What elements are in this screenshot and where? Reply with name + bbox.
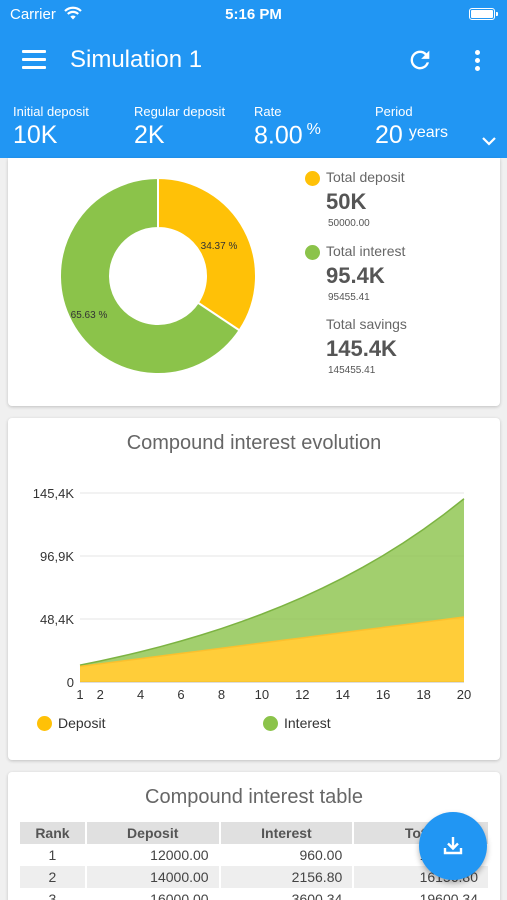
interest-legend-dot xyxy=(305,245,320,260)
total-interest-exact: 95455.41 xyxy=(328,292,370,303)
x-tick-label: 16 xyxy=(376,687,390,702)
toolbar: Simulation 1 xyxy=(0,38,507,82)
carrier-label: Carrier xyxy=(10,6,56,23)
param-value: 10K xyxy=(13,121,58,149)
x-tick-label: 20 xyxy=(457,687,471,702)
wifi-icon xyxy=(64,6,82,20)
param-regular-deposit[interactable]: Regular deposit 2K xyxy=(134,104,225,150)
more-options-icon[interactable] xyxy=(465,46,489,74)
deposit-legend-label: Deposit xyxy=(58,715,106,731)
table-row: 3 16000.00 3600.34 19600.34 xyxy=(20,888,490,900)
page-title: Simulation 1 xyxy=(70,46,203,73)
clock: 5:16 PM xyxy=(225,6,282,23)
param-label: Initial deposit xyxy=(13,104,89,119)
table-title: Compound interest table xyxy=(145,786,363,808)
param-label: Rate xyxy=(254,104,282,119)
table-cell: 14000.00 xyxy=(85,866,221,888)
x-tick-label: 6 xyxy=(177,687,184,702)
refresh-icon[interactable] xyxy=(406,46,434,74)
param-label: Period xyxy=(375,104,413,119)
deposit-percent-label: 34.37 % xyxy=(201,241,238,252)
interest-percent-label: 65.63 % xyxy=(71,310,108,321)
table-cell: 3 xyxy=(20,888,87,900)
area-chart: 0 48,4K 96,9K 145,4K 1 2 4 6 8 10 12 14 16 18 20 xyxy=(33,486,471,702)
interest-legend-dot xyxy=(263,716,278,731)
total-deposit-value: 50K xyxy=(326,189,367,214)
table-cell: 2 xyxy=(20,866,87,888)
param-value: 20 xyxy=(375,121,403,149)
total-savings-value: 145.4K xyxy=(326,336,397,361)
table-row: 2 14000.00 2156.80 16156.80 xyxy=(20,866,490,888)
compound-interest-table: Rank Deposit Interest Total 1 12000.00 9… xyxy=(20,822,490,900)
y-tick-label: 48,4K xyxy=(40,612,74,627)
deposit-line xyxy=(79,616,465,668)
deposit-legend-dot xyxy=(305,171,320,186)
param-unit: years xyxy=(408,124,448,141)
total-savings-label: Total savings xyxy=(326,316,407,332)
table-cell: 2156.80 xyxy=(219,866,355,888)
parameters-bar: Initial deposit 10K Regular deposit 2K R… xyxy=(0,104,507,154)
param-unit: % xyxy=(306,121,321,138)
x-tick-label: 14 xyxy=(336,687,350,702)
table-cell: 960.00 xyxy=(219,844,355,866)
total-deposit-exact: 50000.00 xyxy=(328,218,370,229)
interest-line xyxy=(79,498,465,666)
total-interest-label: Total interest xyxy=(326,243,406,259)
deposit-area xyxy=(80,617,464,682)
table-cell: 12000.00 xyxy=(85,844,221,866)
x-tick-label: 4 xyxy=(137,687,144,702)
total-deposit-label: Total deposit xyxy=(326,169,405,185)
x-tick-label: 12 xyxy=(295,687,309,702)
status-bar: Carrier 5:16 PM xyxy=(0,0,507,30)
download-button[interactable] xyxy=(419,812,487,880)
param-value: 8.00 xyxy=(254,121,303,150)
param-initial-deposit[interactable]: Initial deposit 10K xyxy=(13,104,89,150)
x-tick-label: 1 xyxy=(76,687,83,702)
total-savings-exact: 145455.41 xyxy=(328,365,376,376)
y-tick-label: 96,9K xyxy=(40,549,74,564)
donut-chart: 34.37 % 65.63 % xyxy=(59,176,257,375)
y-tick-label: 145,4K xyxy=(33,486,75,501)
donut-slice-interest xyxy=(59,176,241,375)
app-bar: Carrier 5:16 PM Simulation 1 Initial dep… xyxy=(0,0,507,158)
interest-legend-label: Interest xyxy=(284,715,331,731)
chart-title: Compound interest evolution xyxy=(126,432,382,454)
x-tick-label: 2 xyxy=(97,687,104,702)
chevron-down-icon[interactable] xyxy=(481,135,497,147)
param-period[interactable]: Period 20 years xyxy=(375,104,448,150)
menu-icon[interactable] xyxy=(22,50,48,70)
x-tick-label: 18 xyxy=(416,687,430,702)
table-card: Compound interest table Rank Deposit Int… xyxy=(8,772,500,900)
table-cell: 1 xyxy=(20,844,87,866)
download-icon xyxy=(443,837,463,855)
table-cell: 16000.00 xyxy=(85,888,221,900)
table-cell: 3600.34 xyxy=(219,888,355,900)
column-header: Deposit xyxy=(85,822,221,844)
deposit-legend-dot xyxy=(37,716,52,731)
evolution-card: Compound interest evolution 0 48,4K 96,9K 1… xyxy=(8,418,500,760)
param-rate[interactable]: Rate 8.00% xyxy=(254,104,321,150)
column-header: Rank xyxy=(20,822,87,844)
summary-card: 34.37 % 65.63 % Total deposit 50K 50000.… xyxy=(8,158,500,406)
battery-icon xyxy=(469,8,498,20)
param-label: Regular deposit xyxy=(134,104,226,119)
interest-area xyxy=(80,498,464,667)
column-header: Interest xyxy=(219,822,355,844)
param-value: 2K xyxy=(134,121,165,149)
x-tick-label: 8 xyxy=(218,687,225,702)
total-interest-value: 95.4K xyxy=(326,263,385,288)
table-cell: 19600.34 xyxy=(353,888,490,900)
x-tick-label: 10 xyxy=(255,687,269,702)
y-tick-label: 0 xyxy=(67,675,74,690)
donut-slice-deposit xyxy=(157,176,257,332)
